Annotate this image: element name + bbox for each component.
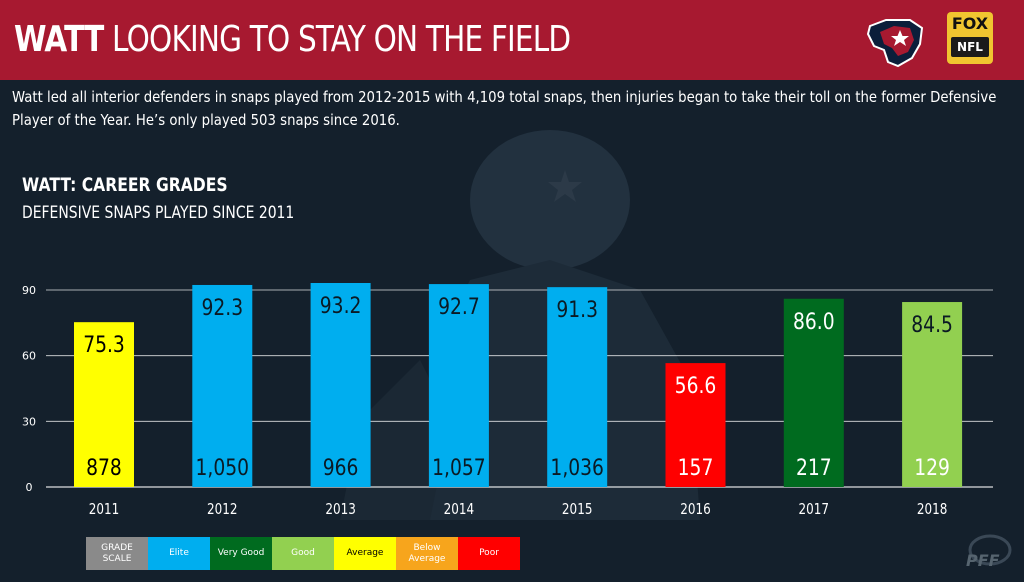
snaps-label: 878 <box>86 455 122 481</box>
snaps-label: 129 <box>914 455 950 481</box>
grade-label: 86.0 <box>793 308 835 334</box>
y-tick-label: 90 <box>22 284 36 297</box>
title-rest: LOOKING TO STAY ON THE FIELD <box>112 19 571 60</box>
page-title: WATT LOOKING TO STAY ON THE FIELD <box>14 19 571 60</box>
snaps-label: 157 <box>678 455 714 481</box>
title-name: WATT <box>14 19 104 60</box>
grade-label: 91.3 <box>556 297 598 323</box>
snaps-label: 1,057 <box>432 455 486 481</box>
grade-label: 84.5 <box>911 312 953 338</box>
grade-scale-legend: GRADE SCALE Elite Very Good Good Average Belo… <box>86 537 520 570</box>
legend-item: Elite <box>148 537 210 570</box>
texans-logo-icon <box>866 19 924 68</box>
bar <box>902 302 963 487</box>
grade-label: 75.3 <box>83 332 125 358</box>
legend-item: Very Good <box>210 537 272 570</box>
bar <box>74 322 134 487</box>
x-tick-label: 2016 <box>680 501 711 519</box>
grade-label: 92.7 <box>438 294 480 320</box>
y-tick-label: 60 <box>22 350 36 363</box>
fox-logo-text: FOX <box>951 14 989 33</box>
x-tick-label: 2015 <box>562 501 593 519</box>
grade-label: 56.6 <box>675 373 717 399</box>
bar <box>665 363 726 487</box>
y-tick-label: 30 <box>22 415 36 428</box>
x-tick-label: 2013 <box>325 501 356 519</box>
nfl-logo-text: NFL <box>951 37 989 57</box>
chart-title: WATT: CAREER GRADES <box>22 174 228 196</box>
x-tick-label: 2014 <box>444 501 475 519</box>
bar <box>192 284 253 487</box>
bar <box>547 287 608 487</box>
legend-item: Poor <box>458 537 520 570</box>
chart-subtitle: DEFENSIVE SNAPS PLAYED SINCE 2011 <box>22 203 295 223</box>
legend-item: Below Average <box>396 537 458 570</box>
x-tick-label: 2018 <box>917 501 948 519</box>
snaps-label: 1,050 <box>196 455 250 481</box>
pff-logo-icon: PFF <box>966 534 1012 570</box>
svg-text:PFF: PFF <box>966 551 1000 570</box>
x-tick-label: 2017 <box>799 501 830 519</box>
x-tick-label: 2012 <box>207 501 238 519</box>
bar <box>428 284 489 487</box>
bar <box>783 298 844 487</box>
legend-item: GRADE SCALE <box>86 537 148 570</box>
grade-label: 92.3 <box>201 294 243 320</box>
fox-nfl-logo: FOX NFL <box>947 12 993 64</box>
y-tick-label: 0 <box>26 481 33 494</box>
header-bar <box>0 0 1024 80</box>
page-subtitle: Watt led all interior defenders in snaps… <box>12 88 997 129</box>
legend-item: Good <box>272 537 334 570</box>
snaps-label: 217 <box>796 455 832 481</box>
grade-label: 93.2 <box>320 293 362 319</box>
legend-item: Average <box>334 537 396 570</box>
snaps-label: 966 <box>323 455 359 481</box>
x-tick-label: 2011 <box>89 501 120 519</box>
snaps-label: 1,036 <box>550 455 604 481</box>
bar <box>310 282 371 487</box>
